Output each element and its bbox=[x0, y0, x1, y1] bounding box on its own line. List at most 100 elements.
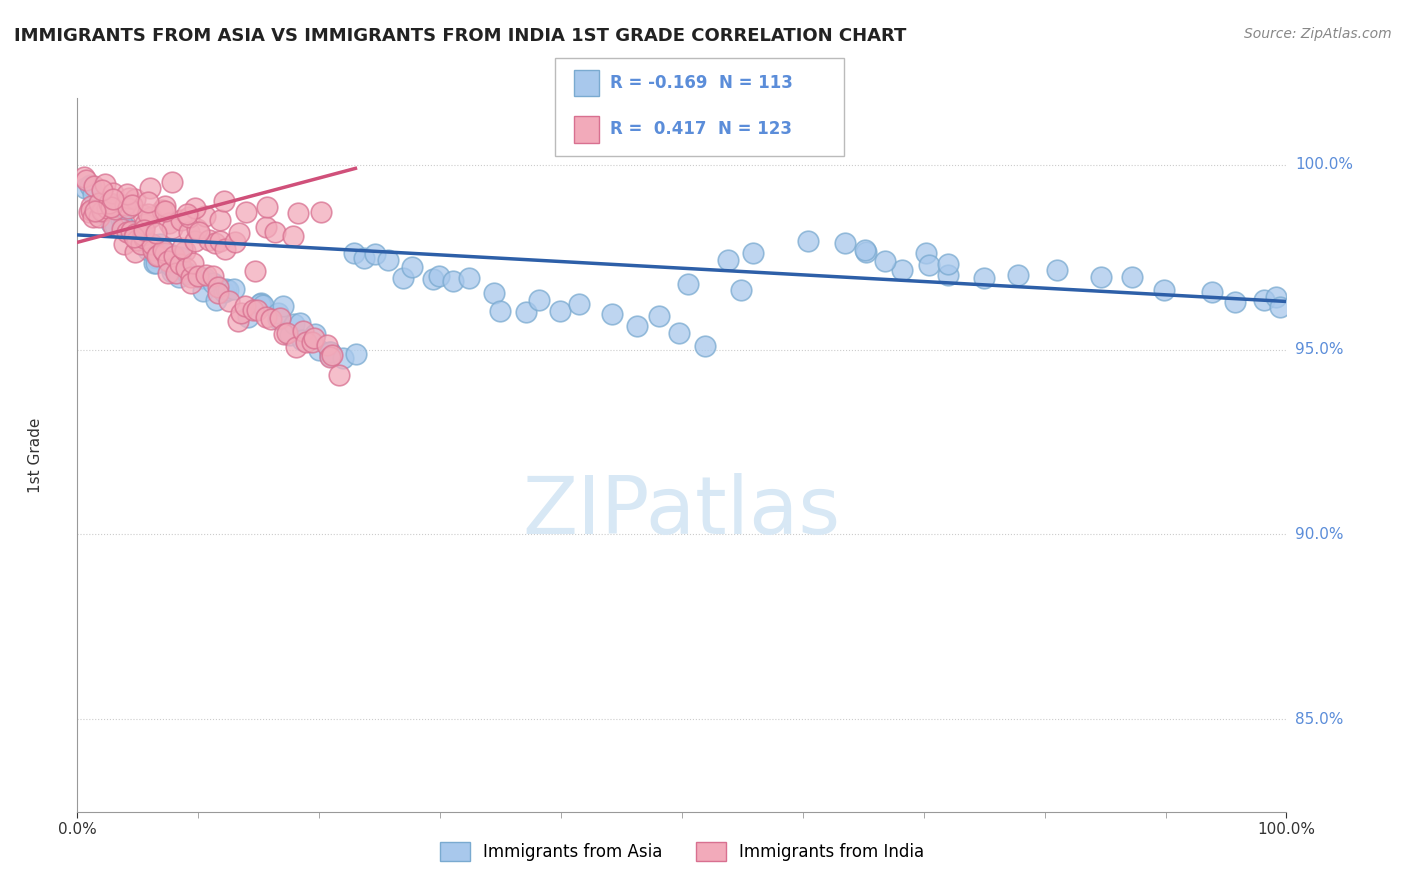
Point bbox=[229, 306, 252, 320]
Point bbox=[179, 226, 201, 240]
Point bbox=[183, 256, 205, 270]
Point bbox=[224, 235, 246, 250]
Point bbox=[132, 230, 155, 244]
Point bbox=[252, 298, 274, 312]
Point bbox=[177, 267, 200, 281]
Point bbox=[278, 327, 301, 342]
Point bbox=[318, 344, 340, 359]
Point bbox=[176, 261, 198, 276]
Point bbox=[207, 285, 229, 300]
Point bbox=[145, 226, 167, 240]
Point bbox=[676, 277, 699, 292]
Point bbox=[441, 274, 464, 288]
Point bbox=[115, 186, 138, 201]
Point bbox=[174, 265, 197, 279]
Point bbox=[160, 175, 183, 189]
Point bbox=[214, 243, 236, 257]
Point bbox=[212, 194, 235, 209]
Point bbox=[89, 210, 111, 224]
Point bbox=[285, 340, 308, 354]
Point bbox=[136, 238, 159, 252]
Point bbox=[163, 261, 186, 276]
Point bbox=[875, 254, 897, 268]
Point bbox=[267, 312, 290, 326]
Point bbox=[134, 217, 156, 231]
Point bbox=[103, 197, 125, 211]
Point bbox=[111, 219, 134, 233]
Point bbox=[600, 307, 623, 321]
Text: ZIPatlas: ZIPatlas bbox=[523, 473, 841, 551]
Point bbox=[890, 262, 912, 277]
Point bbox=[100, 211, 122, 225]
Point bbox=[1264, 290, 1286, 304]
Point bbox=[217, 283, 239, 297]
Point bbox=[143, 256, 166, 270]
Point bbox=[186, 222, 208, 236]
Point bbox=[117, 201, 139, 215]
Point bbox=[288, 316, 311, 330]
Point bbox=[160, 264, 183, 278]
Point bbox=[174, 266, 197, 280]
Point bbox=[236, 310, 259, 324]
Point bbox=[124, 227, 146, 242]
Point bbox=[156, 254, 179, 268]
Point bbox=[260, 311, 283, 326]
Point bbox=[1253, 293, 1275, 307]
Point bbox=[1153, 283, 1175, 297]
Text: 90.0%: 90.0% bbox=[1295, 527, 1343, 542]
Point bbox=[294, 334, 316, 349]
Point bbox=[73, 170, 96, 185]
Point bbox=[328, 368, 350, 382]
Point bbox=[153, 203, 176, 218]
Point bbox=[308, 343, 330, 357]
Point bbox=[202, 269, 225, 284]
Point bbox=[301, 335, 323, 350]
Point bbox=[79, 179, 101, 194]
Point bbox=[124, 244, 146, 259]
Point bbox=[364, 246, 387, 260]
Point bbox=[121, 198, 143, 212]
Point bbox=[83, 204, 105, 219]
Point bbox=[101, 192, 124, 206]
Point bbox=[157, 216, 180, 230]
Point bbox=[742, 245, 765, 260]
Point bbox=[75, 181, 97, 195]
Point bbox=[668, 326, 690, 341]
Point bbox=[938, 257, 960, 271]
Text: 100.0%: 100.0% bbox=[1295, 157, 1353, 172]
Point bbox=[187, 268, 209, 283]
Point bbox=[145, 248, 167, 262]
Point bbox=[648, 309, 671, 323]
Point bbox=[145, 251, 167, 265]
Point bbox=[91, 203, 114, 218]
Point bbox=[87, 195, 110, 210]
Point bbox=[717, 253, 740, 268]
Point bbox=[136, 207, 159, 221]
Point bbox=[101, 186, 124, 200]
Point bbox=[529, 293, 551, 307]
Point bbox=[730, 283, 752, 297]
Point bbox=[482, 286, 505, 301]
Point bbox=[245, 263, 267, 277]
Point bbox=[568, 297, 591, 311]
Point bbox=[141, 211, 163, 225]
Point bbox=[550, 303, 572, 318]
Point bbox=[281, 229, 304, 244]
Point bbox=[163, 250, 186, 264]
Point bbox=[458, 270, 481, 285]
Point bbox=[427, 269, 450, 284]
Point bbox=[401, 260, 423, 274]
Point bbox=[97, 196, 120, 211]
Point bbox=[353, 251, 375, 265]
Point bbox=[208, 234, 231, 248]
Point bbox=[332, 351, 354, 365]
Point bbox=[112, 237, 135, 252]
Point bbox=[319, 344, 342, 359]
Point bbox=[138, 243, 160, 257]
Point bbox=[167, 270, 190, 285]
Point bbox=[77, 205, 100, 219]
Point bbox=[1268, 301, 1291, 315]
Point bbox=[125, 225, 148, 239]
Point bbox=[91, 183, 114, 197]
Point bbox=[344, 346, 367, 360]
